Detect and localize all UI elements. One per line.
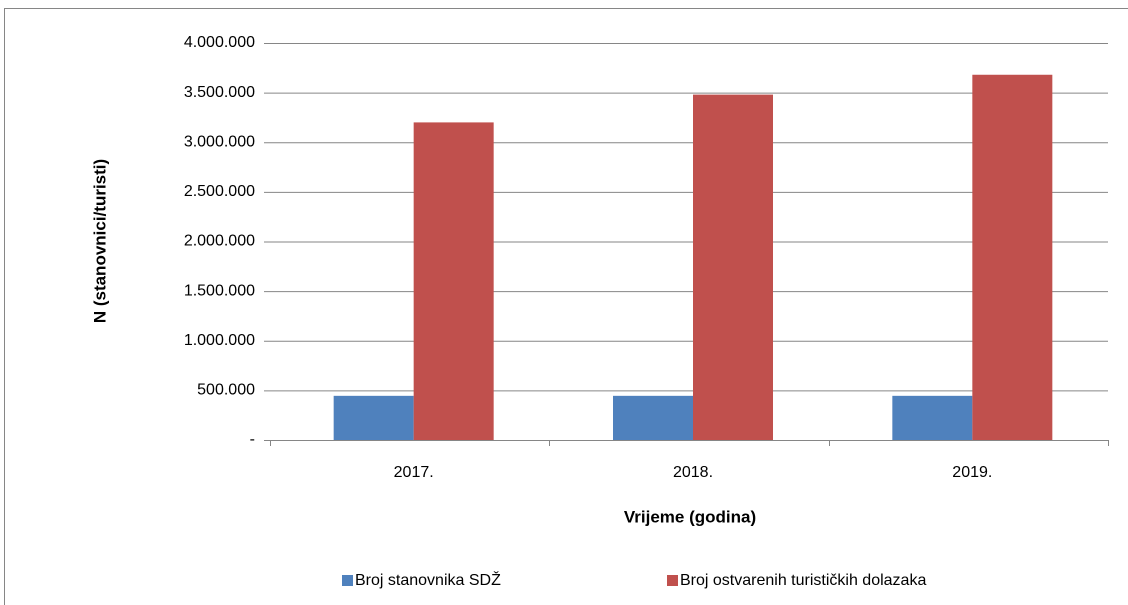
x-tick-label: 2017. [394,464,434,481]
x-tick-label: 2018. [673,464,713,481]
y-tick-label: - [250,431,255,448]
bar [413,122,494,441]
bar [892,395,973,440]
legend-swatch [342,575,353,586]
x-axis-title: Vrijeme (godina) [624,507,756,526]
y-tick-label: 2.500.000 [184,183,255,200]
bar [972,74,1053,440]
bar [693,94,773,441]
y-tick-label: 3.500.000 [184,84,255,101]
x-tick-label: 2019. [952,464,992,481]
bar [613,395,693,440]
chart-frame [4,8,1128,605]
y-axis-title: N (stanovnici/turisti) [90,159,109,323]
y-tick-label: 1.500.000 [184,282,255,299]
bar [333,395,414,440]
y-tick-label: 1.000.000 [184,332,255,349]
y-tick-label: 4.000.000 [184,34,255,51]
y-tick-label: 3.000.000 [184,133,255,150]
y-tick-label: 2.000.000 [184,233,255,250]
legend-swatch [667,575,678,586]
y-tick-label: 500.000 [197,382,255,399]
legend-label: Broj stanovnika SDŽ [355,570,501,589]
legend-label: Broj ostvarenih turističkih dolazaka [680,572,926,589]
